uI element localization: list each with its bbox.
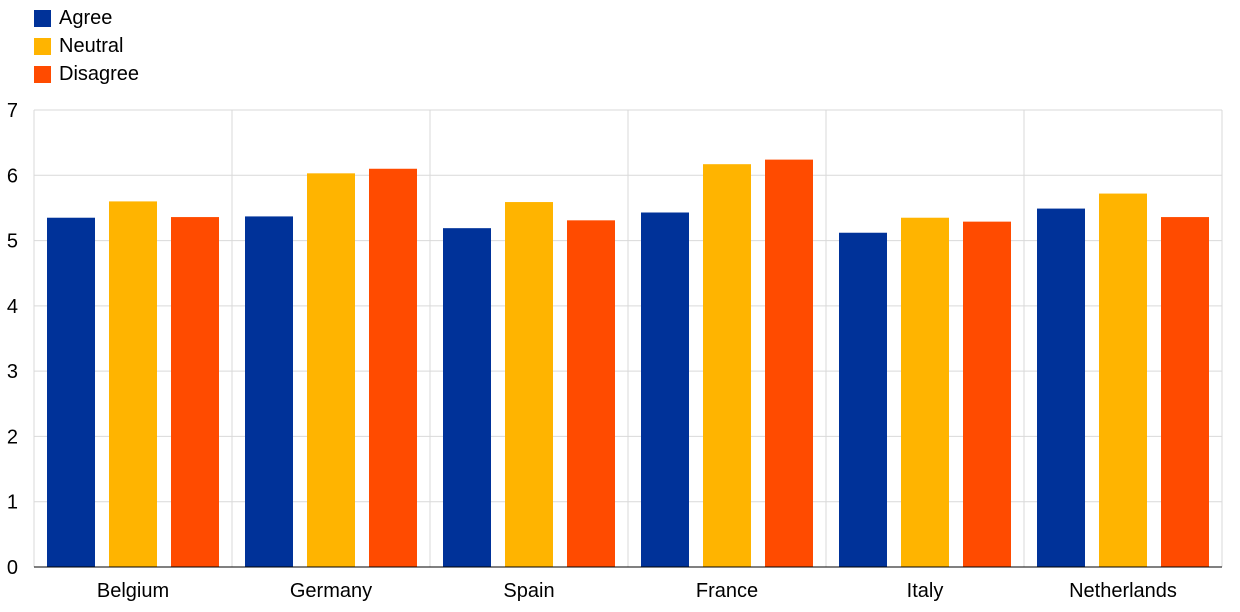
bar-neutral-belgium xyxy=(109,201,157,567)
bar-disagree-france xyxy=(765,159,813,568)
bar-agree-france xyxy=(641,212,689,567)
bar-neutral-france xyxy=(703,164,751,568)
bar-agree-belgium xyxy=(47,217,95,567)
y-tick-label: 4 xyxy=(7,296,18,318)
bar-disagree-italy xyxy=(963,221,1011,568)
y-tick-label: 7 xyxy=(7,100,18,122)
x-tick-label: Netherlands xyxy=(1069,580,1177,602)
legend-swatch-neutral xyxy=(34,37,51,55)
bar-neutral-italy xyxy=(901,217,949,567)
legend-item-neutral: Neutral xyxy=(34,32,139,60)
legend-label-agree: Agree xyxy=(59,6,113,29)
bar-agree-italy xyxy=(839,232,887,568)
x-tick-label: France xyxy=(696,580,758,602)
x-tick-label: Germany xyxy=(290,580,372,602)
bar-disagree-germany xyxy=(369,168,417,567)
x-tick-label: Italy xyxy=(907,580,944,602)
legend-item-agree: Agree xyxy=(34,4,139,32)
y-tick-label: 3 xyxy=(7,361,18,383)
bar-neutral-germany xyxy=(307,173,355,567)
bar-agree-netherlands xyxy=(1037,208,1085,567)
legend-swatch-disagree xyxy=(34,65,51,83)
legend: Agree Neutral Disagree xyxy=(34,4,139,88)
bar-disagree-belgium xyxy=(171,217,219,567)
x-tick-label: Belgium xyxy=(97,580,169,602)
bar-disagree-netherlands xyxy=(1161,217,1209,567)
legend-item-disagree: Disagree xyxy=(34,60,139,88)
legend-swatch-agree xyxy=(34,9,51,27)
y-tick-label: 6 xyxy=(7,165,18,187)
y-tick-label: 0 xyxy=(7,557,18,579)
y-tick-label: 1 xyxy=(7,492,18,514)
x-tick-label: Spain xyxy=(503,580,554,602)
bar-neutral-spain xyxy=(505,202,553,567)
bar-neutral-netherlands xyxy=(1099,193,1147,567)
legend-label-neutral: Neutral xyxy=(59,34,124,57)
y-tick-label: 2 xyxy=(7,426,18,448)
y-tick-label: 5 xyxy=(7,231,18,253)
bar-agree-spain xyxy=(443,228,491,567)
legend-label-disagree: Disagree xyxy=(59,62,140,85)
bar-disagree-spain xyxy=(567,220,615,567)
bar-agree-germany xyxy=(245,216,293,567)
